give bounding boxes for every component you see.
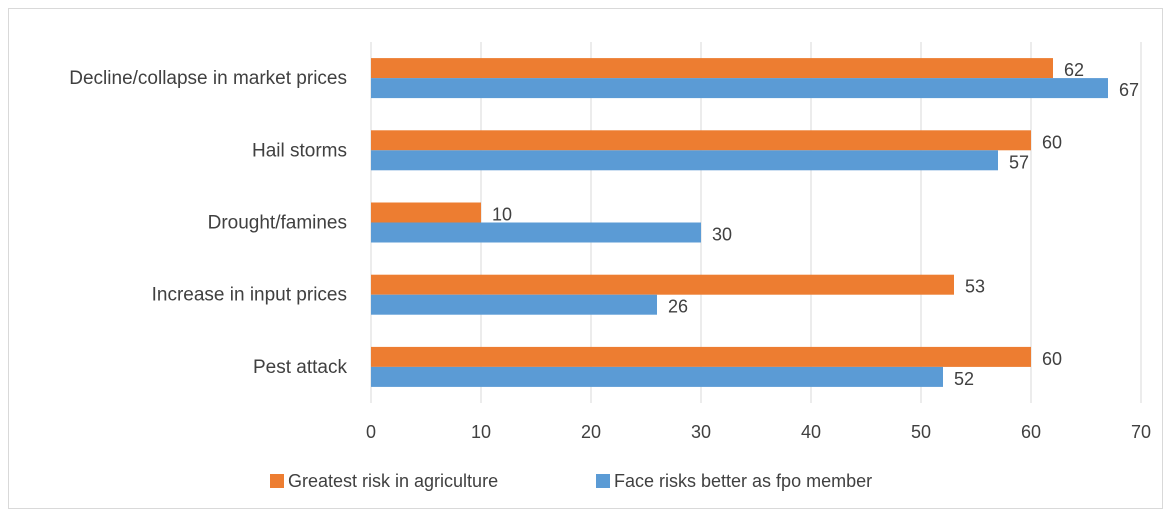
data-label: 62 (1064, 60, 1084, 80)
data-label: 60 (1042, 349, 1062, 369)
legend-label: Face risks better as fpo member (614, 471, 872, 491)
bar-face-risks-better (371, 78, 1108, 99)
x-tick-label: 30 (691, 422, 711, 442)
category-label: Drought/famines (208, 213, 347, 234)
data-label: 60 (1042, 132, 1062, 152)
data-label: 52 (954, 369, 974, 389)
bars (371, 58, 1108, 387)
data-label: 57 (1009, 152, 1029, 172)
data-label: 67 (1119, 80, 1139, 100)
bar-face-risks-better (371, 150, 998, 171)
data-label: 30 (712, 225, 732, 245)
bar-face-risks-better (371, 294, 657, 315)
bar-face-risks-better (371, 222, 701, 243)
x-axis-tick-labels: 0 10 20 30 40 50 60 70 (366, 422, 1151, 442)
legend-swatch (270, 474, 284, 488)
category-label: Increase in input prices (152, 285, 347, 306)
x-tick-label: 50 (911, 422, 931, 442)
x-tick-label: 40 (801, 422, 821, 442)
bar-greatest-risk (371, 346, 1031, 367)
gridlines (370, 42, 1142, 403)
legend-label: Greatest risk in agriculture (288, 471, 498, 491)
x-tick-label: 10 (471, 422, 491, 442)
bar-greatest-risk (371, 202, 481, 223)
category-label: Hail storms (252, 140, 347, 161)
category-labels: Decline/collapse in market prices Hail st… (69, 68, 347, 378)
bar-greatest-risk (371, 274, 954, 295)
legend-swatch (596, 474, 610, 488)
bar-greatest-risk (371, 58, 1053, 79)
x-tick-label: 70 (1131, 422, 1151, 442)
category-label: Decline/collapse in market prices (69, 68, 347, 89)
x-tick-label: 0 (366, 422, 376, 442)
bar-face-risks-better (371, 366, 943, 387)
x-tick-label: 20 (581, 422, 601, 442)
data-label: 10 (492, 205, 512, 225)
data-labels: 62 67 60 57 10 30 53 26 60 52 (492, 60, 1139, 389)
bar-greatest-risk (371, 130, 1031, 151)
category-label: Pest attack (253, 357, 347, 378)
data-label: 53 (965, 277, 985, 297)
legend: Greatest risk in agriculture Face risks b… (270, 471, 872, 491)
data-label: 26 (668, 297, 688, 317)
x-tick-label: 60 (1021, 422, 1041, 442)
